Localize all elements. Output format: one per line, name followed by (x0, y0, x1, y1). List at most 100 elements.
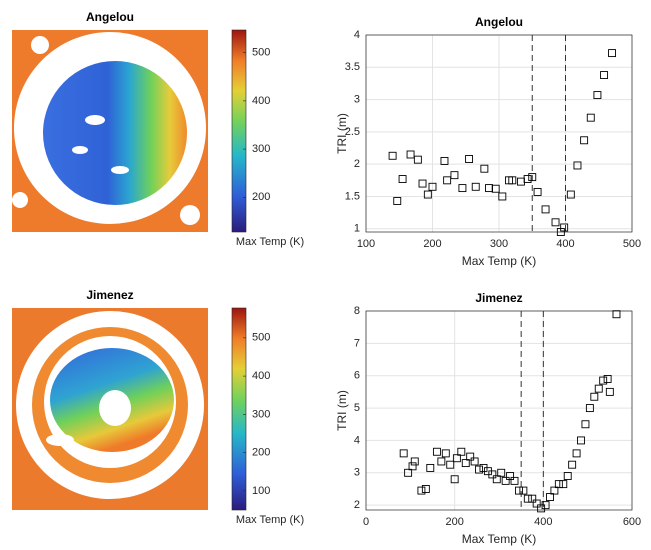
y-axis-label: TRI (m) (335, 113, 349, 154)
colorbar-tick-label: 300 (252, 143, 270, 155)
data-point (432, 447, 441, 456)
colorbar-tick-label: 200 (252, 191, 270, 203)
y-tick-label: 7 (354, 337, 360, 349)
y-tick-label: 2 (354, 499, 360, 511)
x-tick-label: 600 (623, 516, 641, 528)
colorbar-tick-label: 400 (252, 370, 270, 382)
colorbar-label: Max Temp (K) (236, 236, 304, 248)
data-point (586, 113, 595, 122)
data-point (421, 485, 430, 493)
data-point (480, 164, 489, 173)
data-point (541, 205, 550, 214)
colorbar-tick-label: 400 (252, 95, 270, 107)
data-point (404, 468, 413, 477)
jimenez-image (12, 308, 208, 510)
data-point (457, 447, 466, 456)
data-point (603, 375, 612, 383)
y-tick-label: 6 (354, 370, 360, 382)
data-point (551, 218, 560, 227)
colorbar-tick-label: 500 (252, 332, 270, 344)
x-axis-label: Max Temp (K) (462, 254, 536, 268)
data-point (594, 384, 603, 393)
data-point (406, 150, 415, 159)
data-point (523, 175, 532, 183)
data-point (399, 449, 408, 458)
data-point (541, 501, 550, 510)
data-point (563, 472, 572, 480)
data-point (408, 462, 417, 471)
data-point (426, 463, 435, 472)
data-point (398, 175, 407, 183)
data-point (590, 392, 599, 401)
colorbar-tick-label: 500 (252, 47, 270, 59)
colorbar-tick-label: 100 (252, 485, 270, 497)
data-point (458, 184, 467, 193)
data-point (475, 465, 483, 474)
chart-title: Angelou (475, 15, 523, 29)
data-point (506, 472, 515, 480)
x-tick-label: 500 (623, 238, 641, 250)
x-axis-label: Max Temp (K) (462, 532, 536, 546)
x-tick-label: 400 (556, 238, 574, 250)
data-point (510, 476, 519, 485)
data-point (554, 480, 563, 489)
data-point (440, 157, 449, 165)
data-point (572, 449, 581, 458)
data-point (533, 188, 542, 196)
y-tick-label: 4 (354, 434, 360, 446)
data-point (465, 155, 474, 163)
data-point (446, 460, 455, 469)
chart-title: Jimenez (475, 291, 522, 305)
x-tick-label: 400 (534, 516, 552, 528)
data-point (515, 486, 523, 495)
data-point (605, 387, 614, 396)
colorbar (231, 29, 247, 233)
data-point (485, 184, 493, 193)
data-point (560, 223, 569, 232)
data-point (528, 173, 537, 182)
data-point (612, 310, 621, 319)
y-tick-label: 4 (354, 29, 360, 41)
data-point (599, 376, 608, 385)
data-point (581, 420, 590, 429)
data-point (580, 136, 589, 145)
data-point (413, 155, 422, 164)
y-tick-label: 1 (354, 223, 360, 235)
y-tick-label: 3 (354, 467, 360, 479)
data-point (532, 499, 541, 508)
y-tick-label: 8 (354, 305, 360, 317)
colorbar-tick-label: 200 (252, 447, 270, 459)
data-point (488, 470, 497, 479)
data-point (418, 179, 427, 188)
data-point (559, 480, 568, 489)
data-point (528, 494, 537, 503)
y-tick-label: 1.5 (345, 190, 360, 202)
data-point (508, 176, 517, 185)
x-tick-label: 0 (363, 516, 369, 528)
data-point (608, 49, 616, 58)
data-point (498, 192, 507, 201)
data-point (546, 493, 554, 502)
y-tick-label: 5 (354, 402, 360, 414)
data-point (600, 71, 609, 79)
plot-frame (365, 310, 633, 511)
data-point (417, 486, 426, 495)
data-point (471, 182, 480, 191)
data-point (470, 457, 479, 466)
data-point (441, 449, 450, 458)
data-point (573, 161, 582, 170)
y-tick-label: 2 (354, 158, 360, 170)
x-tick-label: 300 (490, 238, 508, 250)
data-point (450, 475, 459, 484)
data-point (388, 151, 397, 160)
plot-frame (365, 34, 633, 233)
x-tick-label: 100 (357, 238, 375, 250)
colorbar (231, 307, 247, 511)
data-point (492, 475, 501, 484)
data-point (519, 486, 528, 495)
data-point (393, 197, 402, 205)
data-point (568, 460, 577, 469)
data-point (497, 468, 506, 477)
colorbar-tick-label: 300 (252, 408, 270, 420)
